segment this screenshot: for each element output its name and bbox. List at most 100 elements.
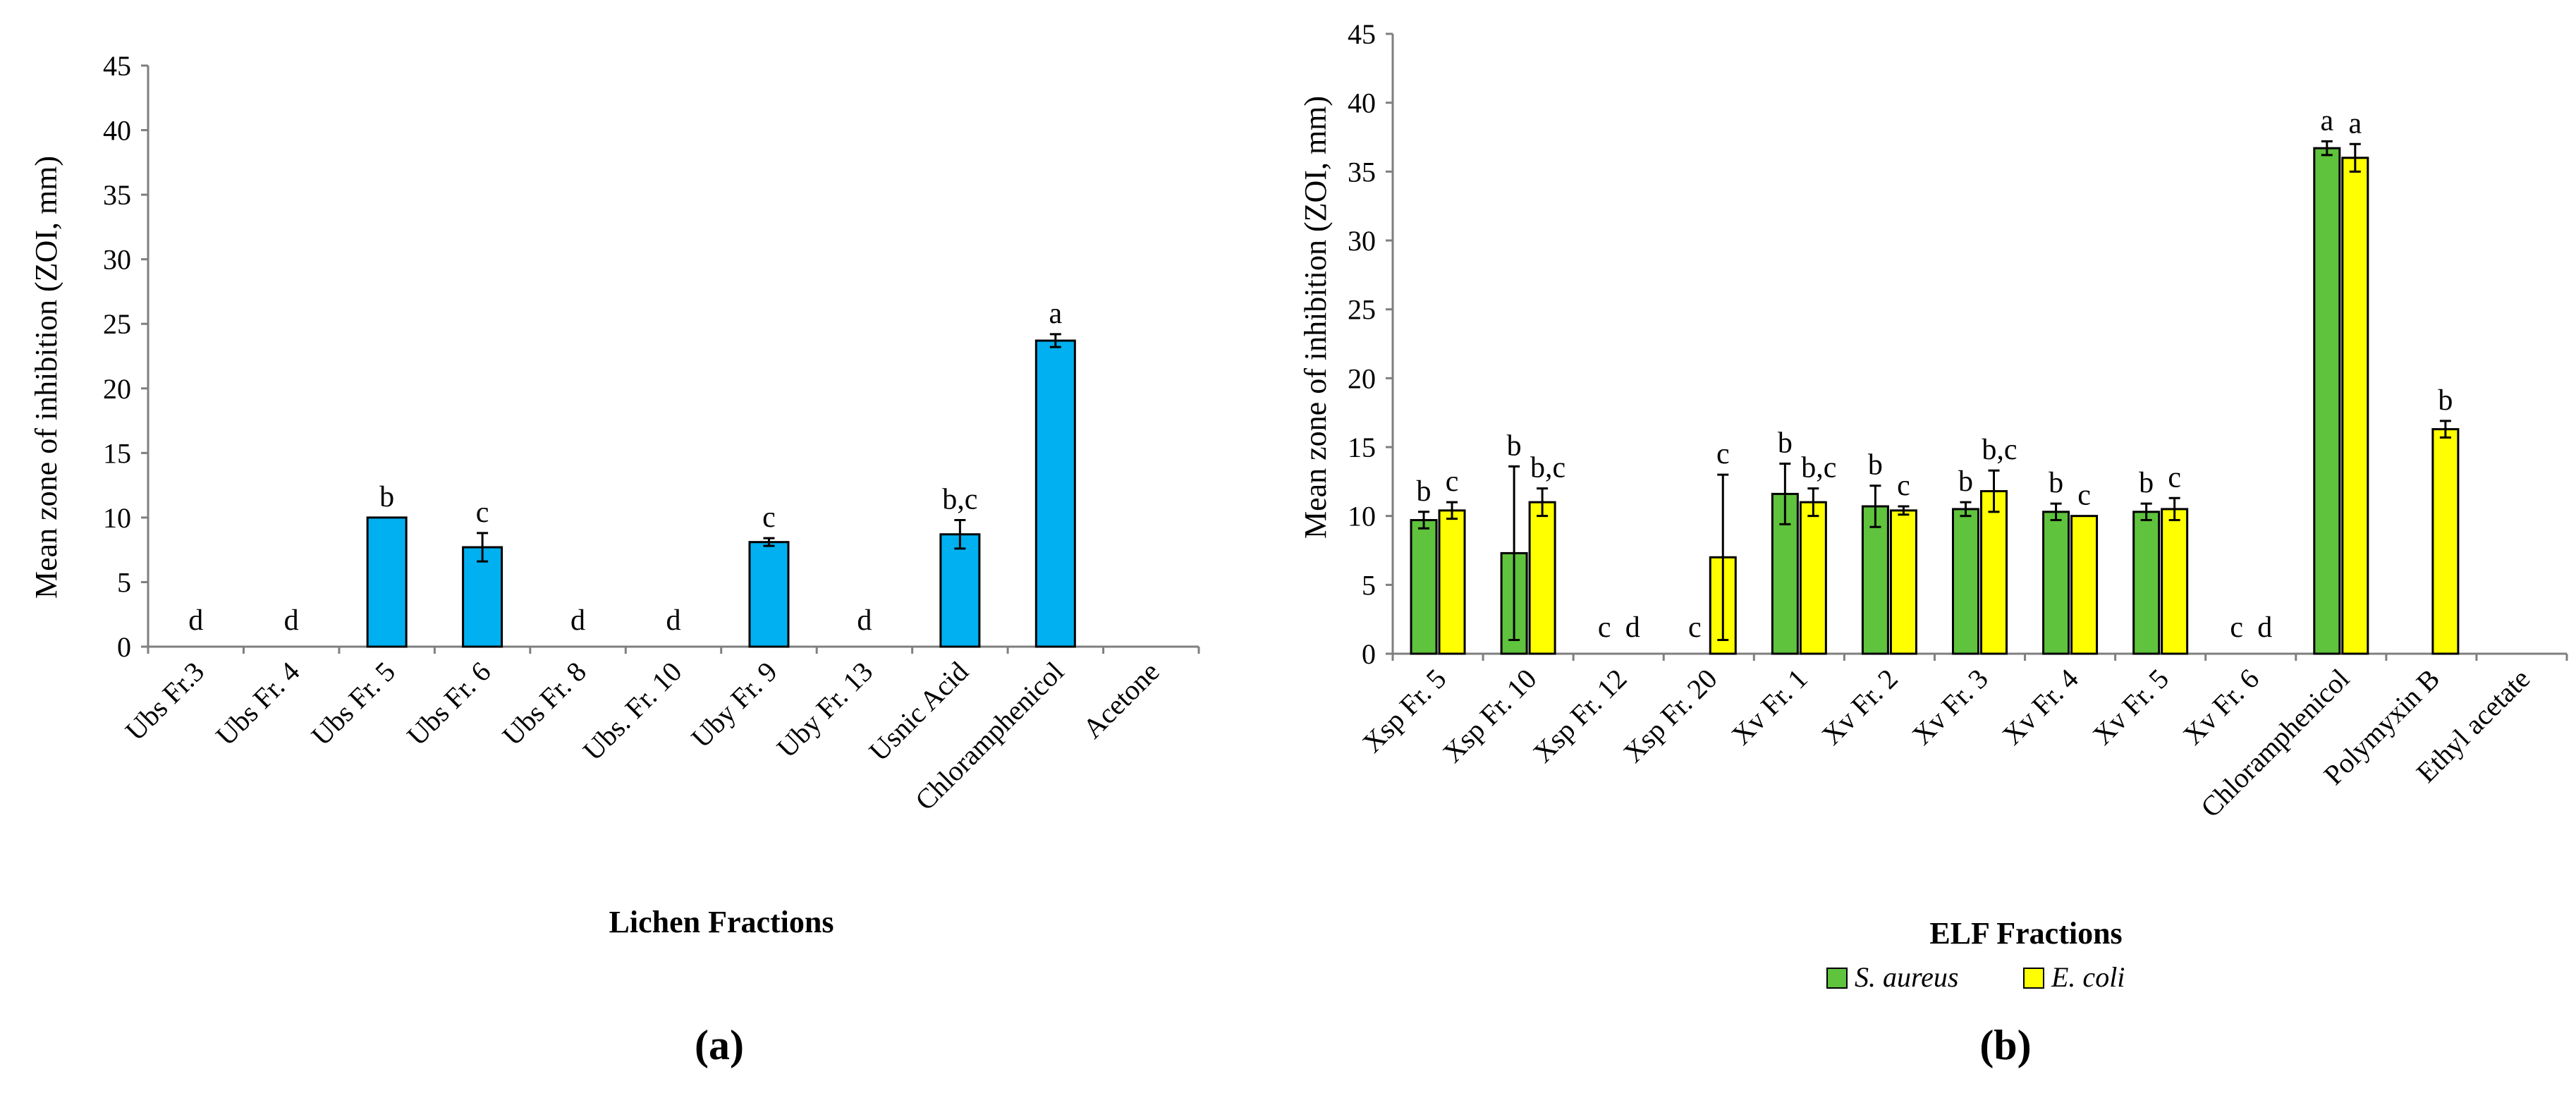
x-tick-label-ubs-fr-3: Ubs Fr.3 [119,656,210,747]
y-tick-label: 25 [103,308,131,340]
panel-a-xlabel: Lichen Fractions [609,905,834,939]
y-tick-label: 35 [103,179,131,211]
x-tick-label-xv-fr-1: Xv Fr. 1 [1725,663,1813,751]
panel-a-ylabel: Mean zone of inhibition (ZOI, mm) [29,156,63,599]
x-tick-label-xv-fr-3: Xv Fr. 3 [1906,663,1994,751]
bar-s-aureus-chloramphenicol [2313,147,2341,655]
y-tick-label: 45 [1348,18,1376,50]
significance-letter: d [188,604,203,637]
y-tick-label: 0 [117,631,131,663]
bar-e-coli-xv-fr-3 [1980,490,2008,655]
bar-e-coli-xv-fr-4 [2070,515,2099,655]
significance-letter: d [1625,611,1640,644]
legend-label-e-coli: E. coli [2051,961,2125,993]
x-tick-label-acetone: Acetone [1077,656,1166,745]
significance-letter: d [570,604,585,637]
significance-letter: d [284,604,299,637]
y-tick-label: 25 [1348,294,1376,326]
y-tick-label: 30 [1348,225,1376,257]
x-tick-label-uby-fr-13: Uby Fr. 13 [771,656,879,764]
significance-letter: b,c [1530,452,1565,484]
significance-letter: c [1688,611,1702,644]
y-tick-label: 10 [103,502,131,534]
x-tick-label-ubs-fr-5: Ubs Fr. 5 [305,656,401,752]
x-tick-label-ubs-fr-10: Ubs. Fr. 10 [577,656,688,767]
x-tick-label-xsp-fr-12: Xsp Fr. 12 [1527,663,1632,769]
significance-letter: d [666,604,681,637]
x-tick-label-xsp-fr-20: Xsp Fr. 20 [1617,663,1723,769]
significance-letter: c [1446,465,1459,498]
significance-letter: c [2168,461,2181,494]
panel-b-ylabel: Mean zone of inhibition (ZOI, mm) [1298,96,1333,539]
y-tick-label: 5 [117,566,131,598]
x-tick-label-xv-fr-5: Xv Fr. 5 [2087,663,2175,751]
bar-zoi-usnic-acid [939,533,981,648]
bar-zoi-chloramphenicol [1034,339,1076,648]
x-tick-label-xv-fr-6: Xv Fr. 6 [2177,663,2265,751]
panel-a-label: (a) [695,1022,744,1068]
panel-b-xlabel: ELF Fractions [1929,916,2122,951]
y-tick-label: 40 [103,115,131,147]
bar-e-coli-xv-fr-2 [1889,509,1917,655]
x-tick-label-ubs-fr-4: Ubs Fr. 4 [209,656,305,752]
significance-letter: b,c [1982,434,2017,466]
panel-b-legend: S. aureus E. coli [1826,961,2125,993]
significance-letter: b [1417,475,1432,508]
x-tick-label-ubs-fr-6: Ubs Fr. 6 [401,656,496,752]
significance-letter: c [476,496,489,529]
panel-b-label: (b) [1979,1022,2031,1068]
y-tick-label: 35 [1348,156,1376,188]
significance-letter: b [379,481,394,513]
bar-e-coli-xsp-fr-10 [1528,501,1556,655]
y-tick-label: 45 [103,50,131,82]
significance-letter: c [1716,438,1730,470]
significance-letter: c [1598,611,1611,644]
bar-zoi-ubs-fr-6 [462,546,503,648]
significance-letter: a [2320,104,2333,137]
significance-letter: b [2438,384,2453,417]
bar-e-coli-chloramphenicol [2341,157,2369,655]
legend-swatch-s-aureus [1826,968,1848,989]
y-tick-label: 15 [103,437,131,469]
x-tick-label-uby-fr-9: Uby Fr. 9 [685,656,783,754]
bar-e-coli-polymyxin-b [2431,428,2460,655]
bar-s-aureus-xv-fr-3 [1952,508,1979,655]
panel-b: Mean zone of inhibition (ZOI, mm) ELF Fr… [1298,18,2568,1068]
y-tick-label: 30 [103,244,131,276]
x-tick-label-ubs-fr-8: Ubs Fr. 8 [496,656,592,752]
bar-zoi-ubs-fr-5 [366,516,408,648]
bar-s-aureus-xv-fr-5 [2132,511,2161,655]
significance-letter: a [2348,107,2362,140]
bar-s-aureus-xv-fr-2 [1861,505,1889,655]
y-tick-label: 10 [1348,501,1376,532]
bar-s-aureus-xsp-fr-5 [1410,519,1438,655]
legend-label-s-aureus: S. aureus [1855,961,1958,993]
significance-letter: b [1778,427,1793,459]
y-tick-label: 40 [1348,87,1376,119]
bar-zoi-uby-fr-9 [748,541,790,648]
panel-a: Mean zone of inhibition (ZOI, mm) Lichen… [29,50,1200,1068]
y-tick-label: 20 [1348,362,1376,394]
significance-letter: d [857,604,872,637]
bar-e-coli-xsp-fr-5 [1438,509,1466,655]
significance-letter: c [1897,470,1910,502]
significance-letter: b [1507,429,1522,462]
x-tick-label-xv-fr-4: Xv Fr. 4 [1996,663,2084,751]
significance-letter: a [1049,298,1062,330]
y-tick-label: 15 [1348,432,1376,463]
significance-letter: b [2049,467,2063,499]
significance-letter: c [2077,480,2091,512]
significance-letter: b [1868,449,1883,482]
significance-letter: b,c [942,484,977,516]
significance-letter: c [762,501,776,534]
significance-letter: d [2257,611,2272,644]
significance-letter: c [2230,611,2243,644]
significance-letter: b [2139,467,2154,499]
significance-letter: b,c [1801,452,1836,484]
significance-letter: b [1958,465,1973,498]
bar-s-aureus-xv-fr-4 [2042,511,2070,655]
bar-e-coli-xv-fr-1 [1799,501,1827,655]
legend-swatch-e-coli [2023,968,2044,989]
bar-e-coli-xv-fr-5 [2161,508,2189,655]
